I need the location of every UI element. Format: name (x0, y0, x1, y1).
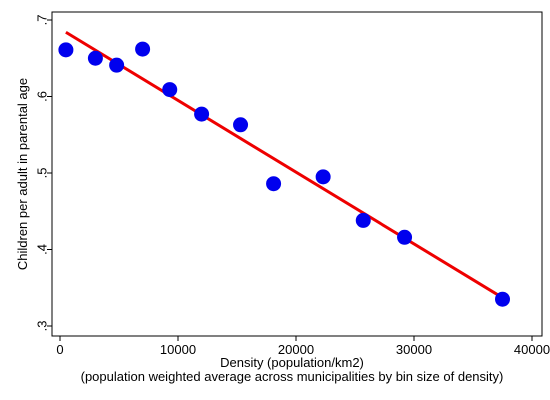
y-axis-title: Children per adult in parental age (15, 78, 30, 270)
x-tick-label: 30000 (396, 342, 432, 357)
x-axis-title: Density (population/km2) (220, 355, 364, 370)
data-point (87, 50, 103, 66)
x-tick-label: 40000 (514, 342, 550, 357)
data-point (194, 106, 210, 122)
fit-line-layer (65, 30, 504, 299)
data-point (233, 117, 249, 133)
data-point (109, 57, 125, 73)
x-tick-label: 20000 (278, 342, 314, 357)
data-point (266, 176, 282, 192)
data-point (58, 42, 74, 58)
x-tick-label: 0 (56, 342, 63, 357)
data-point (355, 212, 371, 228)
data-point (315, 169, 331, 185)
x-axis: 0 10000 20000 30000 40000 (56, 336, 550, 357)
y-axis: .3 .4 .5 .6 .7 (35, 15, 52, 332)
points-layer (58, 41, 510, 307)
y-tick-label: .4 (35, 244, 50, 255)
x-tick-label: 10000 (160, 342, 196, 357)
data-point (162, 82, 178, 98)
data-point (397, 229, 413, 245)
y-tick-label: .7 (35, 15, 50, 26)
x-axis-subtitle: (population weighted average across muni… (81, 369, 504, 384)
y-tick-label: .5 (35, 168, 50, 179)
y-tick-label: .3 (35, 321, 50, 332)
data-point (495, 291, 510, 307)
fit-line (65, 30, 504, 299)
y-tick-label: .6 (35, 91, 50, 102)
data-point (135, 41, 151, 57)
